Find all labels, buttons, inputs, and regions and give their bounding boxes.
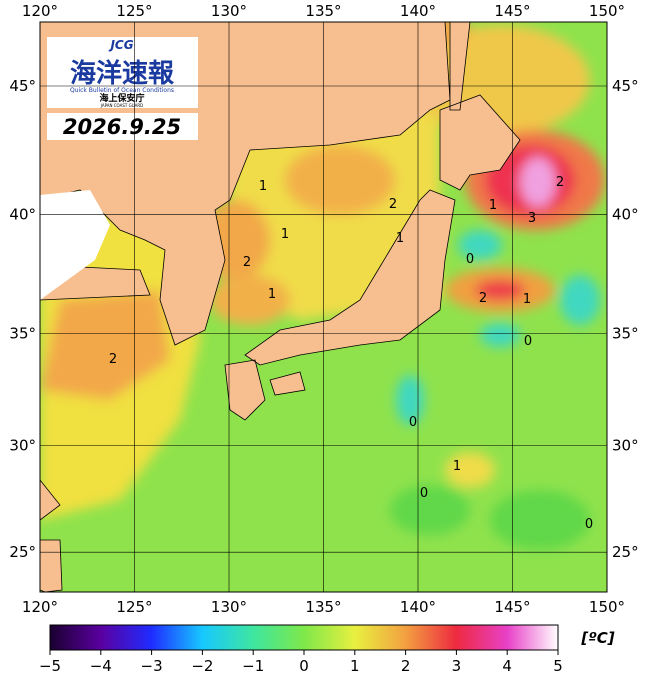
lon-label: 135° <box>305 598 341 616</box>
contour-label: 1 <box>453 459 461 474</box>
lon-label: 130° <box>211 2 247 20</box>
lon-label: 130° <box>211 598 247 616</box>
lon-label: 135° <box>305 2 341 20</box>
contour-label: 2 <box>243 255 251 270</box>
colorbar-tick-label: −3 <box>141 657 163 675</box>
lon-label: 125° <box>116 598 152 616</box>
lon-label: 140° <box>400 2 436 20</box>
lat-label: 45° <box>9 77 36 95</box>
colorbar-tick-label: 0 <box>299 657 309 675</box>
lat-label: 40° <box>9 205 36 223</box>
lat-label: 25° <box>612 543 639 561</box>
logo-agency: 海上保安庁 <box>99 92 144 104</box>
logo-title: 海洋速報 <box>70 58 175 89</box>
lon-label: 145° <box>494 598 530 616</box>
lat-label: 25° <box>9 543 36 561</box>
lat-label: 30° <box>9 437 36 455</box>
lon-label: 150° <box>589 2 625 20</box>
lon-label: 125° <box>116 2 152 20</box>
date: 2026.9.25 <box>63 115 181 139</box>
lat-label: 40° <box>612 205 639 223</box>
colorbar <box>49 624 559 651</box>
colorbar-tick-label: −4 <box>90 657 112 675</box>
colorbar-tick-label: −5 <box>39 657 61 675</box>
contour-label: 2 <box>556 175 564 190</box>
lat-label: 45° <box>612 77 639 95</box>
contour-label: 1 <box>489 198 497 213</box>
logo-box <box>47 37 198 108</box>
date-box <box>47 113 198 140</box>
contour-label: 0 <box>466 252 474 267</box>
contour-label: 0 <box>420 486 428 501</box>
colorbar-tick-label: −2 <box>191 657 213 675</box>
colorbar-tick-label: 5 <box>553 657 563 675</box>
lat-label: 35° <box>9 325 36 343</box>
logo-subtitle: Quick Bulletin of Ocean Conditions <box>70 87 174 94</box>
contour-label: 1 <box>396 231 404 246</box>
colorbar-tick-label: 1 <box>350 657 360 675</box>
lon-label: 140° <box>400 598 436 616</box>
contour-label: 2 <box>479 291 487 306</box>
logo: JCG 海洋速報 Quick Bulletin of Ocean Conditi… <box>47 37 198 140</box>
contour-label: 0 <box>585 517 593 532</box>
contour-label: 0 <box>409 415 417 430</box>
contour-label: 2 <box>109 352 117 367</box>
lon-label: 120° <box>22 2 58 20</box>
contour-label: 1 <box>268 287 276 302</box>
contour-label: 1 <box>523 292 531 307</box>
colorbar-unit: [ºC] <box>580 629 614 647</box>
colorbar-tick-label: 3 <box>452 657 462 675</box>
lon-label: 120° <box>22 598 58 616</box>
contour-label: 3 <box>528 211 536 226</box>
colorbar-tick-label: 4 <box>502 657 512 675</box>
contour-label: 1 <box>281 227 289 242</box>
contour-label: 0 <box>524 334 532 349</box>
lat-label: 30° <box>612 437 639 455</box>
logo-agency-en: JAPAN COAST GUARD <box>100 103 144 108</box>
contour-label: 2 <box>389 197 397 212</box>
lon-label: 145° <box>494 2 530 20</box>
contour-label: 1 <box>259 179 267 194</box>
lat-label: 35° <box>612 325 639 343</box>
lon-label: 150° <box>589 598 625 616</box>
colorbar-tick-label: −1 <box>242 657 264 675</box>
colorbar-tick-label: 2 <box>401 657 411 675</box>
logo-emblem: JCG <box>108 38 133 52</box>
